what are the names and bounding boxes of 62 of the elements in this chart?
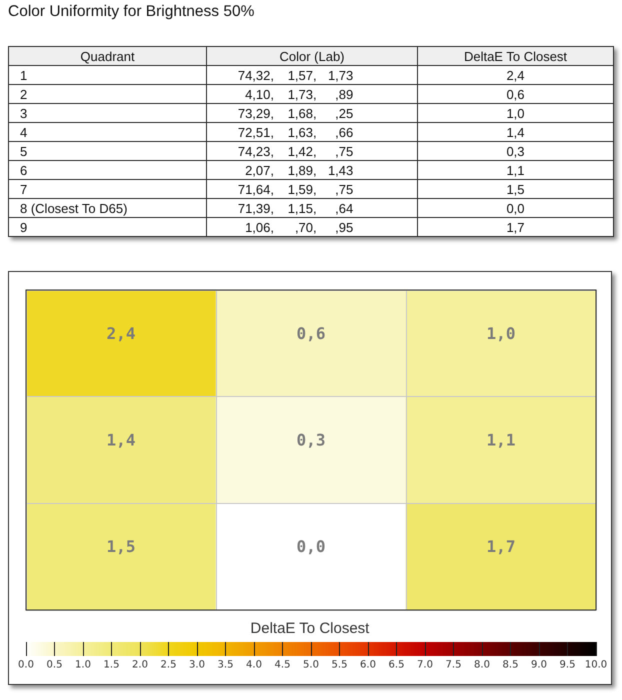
color-bar-label: 8.0 (474, 660, 490, 670)
text: 72,51, 1,63, ,66 (238, 124, 354, 140)
text: 1,1 (418, 160, 614, 180)
text: 1,4 (418, 122, 614, 142)
text: 7 (8, 180, 206, 198)
color-bar-title: DeltaE To Closest (250, 620, 370, 637)
color-bar-label: 7.5 (446, 660, 462, 670)
data-label: 1,1 (486, 430, 516, 450)
color-bar-label: 0.5 (46, 660, 62, 670)
color-bar-label: 9.0 (531, 660, 547, 670)
category-label: DeltaE To Closest (418, 46, 614, 66)
color-bar-label: 3.5 (218, 660, 234, 670)
text: 1,06, ,70, ,95 (245, 220, 354, 234)
data-label: 1,0 (486, 324, 516, 343)
text: 74,23, 1,42, ,75 (238, 144, 354, 158)
text: 3 (8, 104, 206, 122)
color-bar-label: 5.5 (332, 660, 348, 670)
text: 0,3 (418, 142, 614, 160)
color-bar-label: 2.5 (160, 660, 176, 670)
text: 5 (8, 142, 206, 160)
data-label: 2,4 (106, 324, 136, 343)
color-bar-label: 3.0 (189, 660, 205, 670)
data-label: 0,0 (296, 537, 326, 556)
text: 1,7 (418, 218, 614, 236)
text: 71,64, 1,59, ,75 (238, 182, 354, 196)
text: 2,4 (418, 66, 614, 84)
color-bar-label: 9.5 (560, 660, 576, 670)
data-label: 1,4 (106, 430, 136, 450)
text: 1,0 (418, 104, 614, 122)
color-bar-label: 2.0 (132, 660, 148, 670)
text: 74,32, 1,57, 1,73 (236, 68, 354, 82)
color-bar-label: 7.0 (417, 660, 433, 670)
data-label: 1,7 (486, 537, 516, 556)
text: 1 (8, 66, 206, 84)
text: 6 (8, 160, 206, 180)
data-label: 0,3 (296, 430, 326, 450)
text: 2 (8, 84, 206, 104)
data-label: 1,5 (106, 537, 136, 556)
color-bar-label: 5.0 (303, 660, 319, 670)
category-label: Quadrant (8, 46, 206, 66)
text: 73,29, 1,68, ,25 (238, 106, 354, 120)
color-bar-label: 6.5 (388, 660, 404, 670)
text: Color Uniformity for Brightness 50% (8, 3, 256, 21)
color-bar-label: 1.5 (104, 660, 120, 670)
text: 4 (8, 122, 206, 142)
text: 0,0 (418, 198, 614, 218)
text: 2,07, 1,89, 1,43 (244, 162, 354, 178)
data-label: 0,6 (296, 324, 326, 343)
color-bar-label: 1.0 (75, 660, 91, 670)
text: 1,5 (418, 180, 614, 198)
color-bar-label: 4.5 (274, 660, 290, 670)
category-label: Color (Lab) (206, 46, 418, 66)
text: 4,10, 1,73, ,89 (245, 86, 354, 102)
text: 71,39, 1,15, ,64 (238, 200, 354, 216)
color-bar-label: 4.0 (246, 660, 262, 670)
color-bar-label: 8.5 (502, 660, 518, 670)
color-bar-label: 6.0 (360, 660, 376, 670)
color-bar-label: 10.0 (584, 660, 608, 670)
text: 9 (8, 218, 206, 236)
color-bar-label: 0.0 (18, 660, 34, 670)
text: 8 (Closest To D65) (8, 198, 206, 218)
text: 0,6 (418, 84, 614, 104)
